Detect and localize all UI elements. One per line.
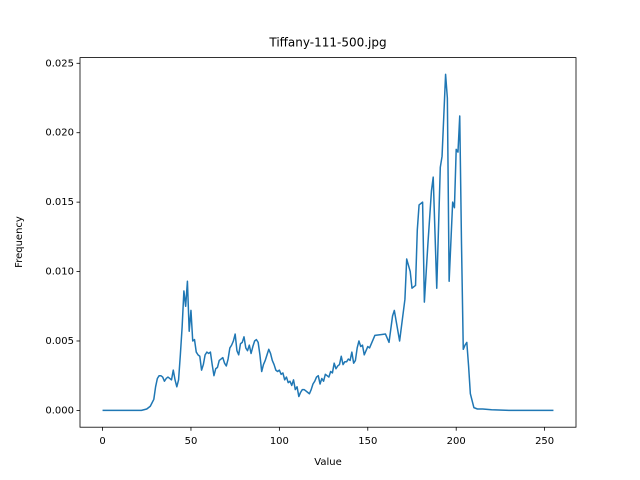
x-tick-label: 50 xyxy=(185,436,198,447)
x-tick-label: 0 xyxy=(99,436,105,447)
x-tick-label: 200 xyxy=(447,436,466,447)
y-tick-label: 0.025 xyxy=(45,58,74,69)
axes-frame xyxy=(79,57,577,428)
x-tick-label: 100 xyxy=(270,436,289,447)
x-tick-label: 150 xyxy=(358,436,377,447)
y-tick-label: 0.015 xyxy=(45,197,74,208)
y-axis-label: Frequency xyxy=(14,216,25,268)
y-tick-label: 0.000 xyxy=(45,405,74,416)
chart-title: Tiffany-111-500.jpg xyxy=(268,36,386,50)
y-tick-label: 0.020 xyxy=(45,128,74,139)
y-tick-label: 0.005 xyxy=(45,336,74,347)
x-tick-label: 250 xyxy=(535,436,554,447)
x-axis-label: Value xyxy=(314,457,341,468)
y-tick-label: 0.010 xyxy=(45,267,74,278)
data-line xyxy=(102,73,554,412)
